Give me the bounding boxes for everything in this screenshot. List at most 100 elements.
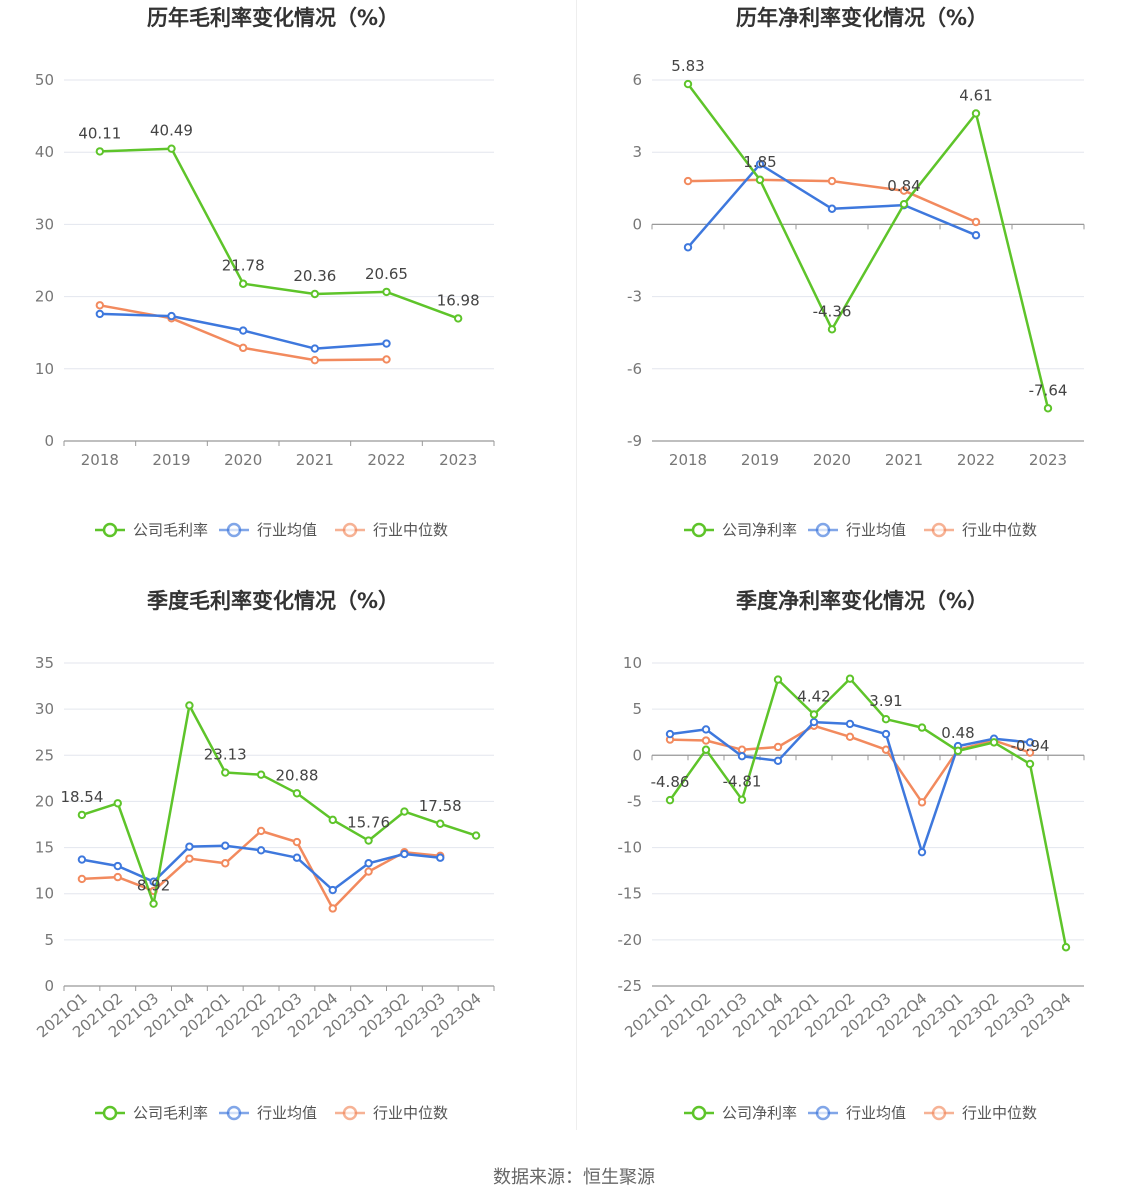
legend-item-median: 行业中位数 <box>335 1104 448 1122</box>
chart-group: 历年净利率变化情况（%） -9 -6 -3 0 3 6 2018 2019 2020 2021 202… <box>627 6 1085 539</box>
legend-label: 行业均值 <box>257 1104 317 1122</box>
data-label: -0.94 <box>1011 737 1050 755</box>
y-tick-label: 5 <box>632 700 642 718</box>
data-point-median <box>382 355 391 364</box>
data-point-company <box>1061 943 1071 952</box>
data-label: -7.64 <box>1029 381 1068 399</box>
data-point-avg <box>238 326 248 335</box>
legend-label: 公司净利率 <box>722 521 797 539</box>
data-point-avg <box>382 339 391 348</box>
legend-label: 行业中位数 <box>373 521 448 539</box>
y-tick-label: 6 <box>632 71 642 89</box>
data-point-avg <box>436 853 445 862</box>
data-point-company <box>737 795 747 804</box>
x-tick-label: 2021 <box>296 451 334 469</box>
data-point-avg <box>773 756 783 766</box>
data-point-median <box>185 854 194 863</box>
x-tick-label: 2020 <box>813 451 851 469</box>
data-point-company <box>185 701 194 710</box>
quarterly-gross-margin-svg: 季度毛利率变化情况（%）051015202530352021Q12021Q220… <box>33 589 495 1122</box>
legend-marker <box>691 1105 707 1121</box>
legend-item-avg: 行业均值 <box>219 521 317 539</box>
data-label: 0.84 <box>887 177 920 195</box>
data-point-company <box>665 795 675 805</box>
x-tick-label: 2023 <box>439 451 477 469</box>
legend-label: 行业均值 <box>846 1104 906 1122</box>
y-tick-label: -20 <box>618 931 643 949</box>
chart-group: 历年毛利率变化情况（%） 0 10 20 30 40 50 2018 2019 2020 2021 2… <box>35 6 495 539</box>
data-point-median <box>256 826 266 836</box>
y-tick-label: 25 <box>35 746 54 764</box>
data-point-median <box>737 745 747 754</box>
data-point-avg <box>881 729 891 739</box>
legend-item-median: 行业中位数 <box>924 521 1037 539</box>
data-label: 1.85 <box>743 153 776 171</box>
data-label: 3.91 <box>869 692 902 710</box>
data-point-company <box>436 819 445 828</box>
y-tick-label: 0 <box>44 977 54 995</box>
quarterly-gross-margin-chart: 季度毛利率变化情况（%） 0 5 10 15 20 25 30 35 2021Q1 2021Q2 20… <box>0 583 574 1166</box>
series-line-company <box>99 147 459 320</box>
data-label: 5.83 <box>671 57 704 75</box>
chart-title: 历年净利率变化情况（%） <box>736 6 988 30</box>
legend-marker <box>226 1105 242 1121</box>
quarterly-net-margin-svg: 季度净利率变化情况（%）-25-20-15-10-505102021Q12021… <box>618 589 1085 1122</box>
data-point-company <box>845 674 855 683</box>
data-point-median <box>364 867 373 876</box>
data-point-company <box>971 109 981 118</box>
data-point-avg <box>328 885 337 895</box>
legend-label: 行业中位数 <box>373 1104 448 1122</box>
y-tick-label: -10 <box>618 839 643 857</box>
data-point-company <box>471 831 481 840</box>
data-label: 18.54 <box>60 788 103 806</box>
data-point-company <box>364 836 373 845</box>
data-label: 4.42 <box>797 687 830 705</box>
data-point-avg <box>310 344 320 353</box>
legend-label: 行业均值 <box>846 521 906 539</box>
y-tick-label: 3 <box>632 143 642 161</box>
data-point-median <box>827 176 837 186</box>
y-tick-label: 50 <box>35 71 54 89</box>
series-line-median <box>687 178 977 224</box>
legend-marker <box>815 1105 831 1121</box>
data-point-median <box>701 736 711 745</box>
y-tick-label: -25 <box>618 977 643 995</box>
y-tick-label: 0 <box>632 746 642 764</box>
legend-marker <box>102 522 118 538</box>
data-point-median <box>238 343 248 353</box>
x-tick-label: 2018 <box>81 451 119 469</box>
data-label: 8.92 <box>137 877 170 895</box>
chart-title: 季度毛利率变化情况（%） <box>147 589 399 613</box>
data-point-avg <box>971 231 981 240</box>
data-point-company <box>238 279 248 288</box>
series-line-company <box>687 83 1050 409</box>
panel-divider <box>576 0 577 1130</box>
legend-marker <box>815 522 831 538</box>
data-point-avg <box>400 849 409 859</box>
legend-item-company: 公司净利率 <box>684 521 797 539</box>
chart-title: 历年毛利率变化情况（%） <box>147 6 399 30</box>
data-point-avg <box>917 847 927 857</box>
data-label: -4.86 <box>651 773 690 791</box>
data-point-avg <box>1025 738 1035 747</box>
data-point-company <box>77 810 87 820</box>
data-point-avg <box>256 846 266 855</box>
legend-item-company: 公司毛利率 <box>95 1104 208 1122</box>
data-source-footer: 数据来源：恒生聚源 <box>493 1167 655 1188</box>
legend-marker <box>226 522 242 538</box>
data-point-avg <box>755 160 765 169</box>
data-point-company <box>827 325 837 334</box>
x-tick-label: 2020 <box>224 451 262 469</box>
data-label: 23.13 <box>204 746 247 764</box>
data-point-avg <box>827 204 837 213</box>
data-point-median <box>773 742 783 752</box>
legend-marker <box>342 522 358 538</box>
y-tick-label: -5 <box>627 792 642 810</box>
data-point-avg <box>364 859 373 868</box>
x-tick-label: 2022 <box>367 451 405 469</box>
series-line-company <box>81 704 477 905</box>
data-label: 40.11 <box>78 124 121 142</box>
chart-title: 季度净利率变化情况（%） <box>736 589 988 613</box>
legend-label: 行业中位数 <box>962 1104 1037 1122</box>
data-point-median <box>1025 748 1035 757</box>
